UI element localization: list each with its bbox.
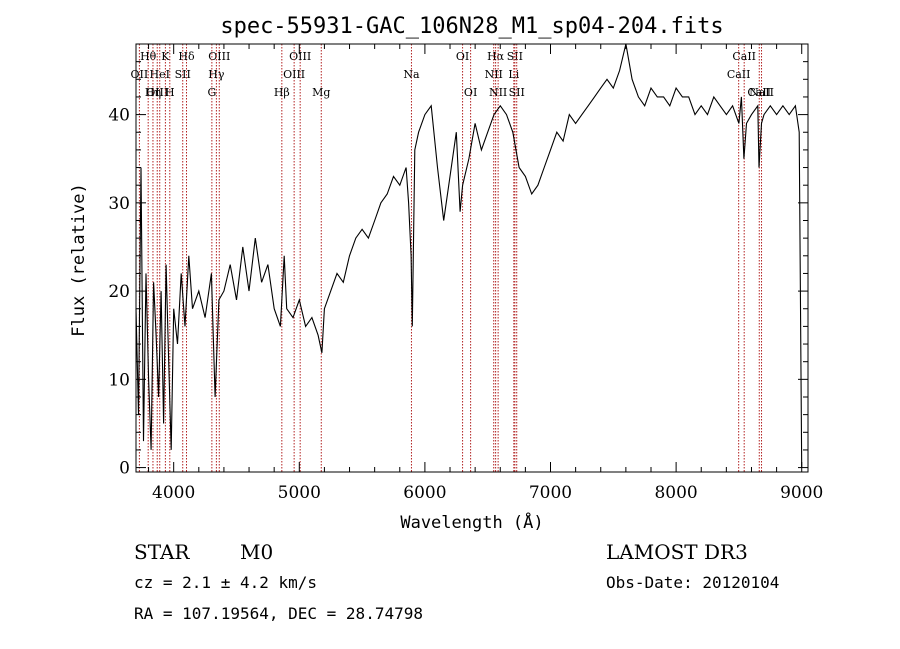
spectral-line-label: OIII	[283, 68, 305, 81]
coordinates: RA = 107.19564, DEC = 28.74798	[134, 604, 423, 623]
spectral-line-label: OI	[464, 86, 477, 99]
spectrum-series	[135, 43, 803, 468]
x-tick-label: 6000	[403, 483, 446, 503]
spectral-line-label: Hγ	[208, 68, 225, 81]
spectral-line-label: CaII	[727, 68, 751, 81]
y-tick-label: 0	[119, 459, 130, 479]
survey-name: LAMOST DR3	[606, 540, 748, 564]
spectral-line-label: Li	[508, 68, 519, 81]
spectral-line-label: OII	[131, 68, 149, 81]
cz-value: cz = 2.1 ± 4.2 km/s	[134, 573, 317, 592]
x-tick-label: 8000	[654, 483, 697, 503]
y-tick-label: 10	[108, 370, 130, 390]
spectral-line-label: OIII	[146, 86, 168, 99]
spectral-line-label: OI	[456, 50, 469, 63]
spectral-line-label: Mg	[312, 86, 330, 99]
spectral-line-label: Hη	[145, 86, 161, 99]
y-tick-label: 40	[108, 106, 130, 126]
spectral-line-label: NaII	[749, 86, 774, 99]
tick-labels: 4000 5000 6000 7000 8000 9000 0 10 20 30 40	[108, 106, 823, 503]
spectral-line-label: Hβ	[274, 86, 290, 99]
spectral-line-label: Hα	[487, 50, 505, 63]
x-tick-label: 7000	[529, 483, 572, 503]
spectral-line-label: CaII	[747, 86, 771, 99]
spectral-line-label: OIII	[208, 50, 230, 63]
y-tick-label: 30	[108, 194, 130, 214]
spectral-line-label: NII	[489, 86, 507, 99]
spectral-line-label: HeI	[150, 68, 170, 81]
x-tick-label: 9000	[780, 483, 823, 503]
y-tick-label: 20	[108, 282, 130, 302]
spectral-line-label: Na	[403, 68, 420, 81]
spectral-line-label: H	[165, 86, 175, 99]
spectral-line-label: CaII	[732, 50, 756, 63]
spectral-line-label: SII	[175, 68, 191, 81]
y-axis-label: Flux (relative)	[69, 183, 89, 337]
spectral-line-label: SII	[507, 50, 523, 63]
spectrum-line	[135, 43, 803, 468]
chart-title: spec-55931-GAC_106N28_M1_sp04-204.fits	[220, 14, 723, 39]
spectral-line-label: G	[207, 86, 216, 99]
object-class: STAR	[134, 540, 190, 564]
plot-frame	[135, 43, 809, 473]
spectral-line-label: Hδ	[178, 50, 195, 63]
obs-date: Obs-Date: 20120104	[606, 573, 779, 592]
spectral-line-label: K	[161, 50, 170, 63]
x-axis-label: Wavelength (Å)	[400, 511, 543, 533]
x-tick-label: 5000	[278, 483, 321, 503]
axes	[135, 43, 809, 473]
spectral-line-label: SII	[509, 86, 525, 99]
object-subclass: M0	[240, 540, 273, 564]
spectral-line-label: Hθ	[140, 50, 157, 63]
x-tick-label: 4000	[152, 483, 195, 503]
spectral-line-label: OIII	[289, 50, 311, 63]
spectral-line-label: NII	[485, 68, 503, 81]
